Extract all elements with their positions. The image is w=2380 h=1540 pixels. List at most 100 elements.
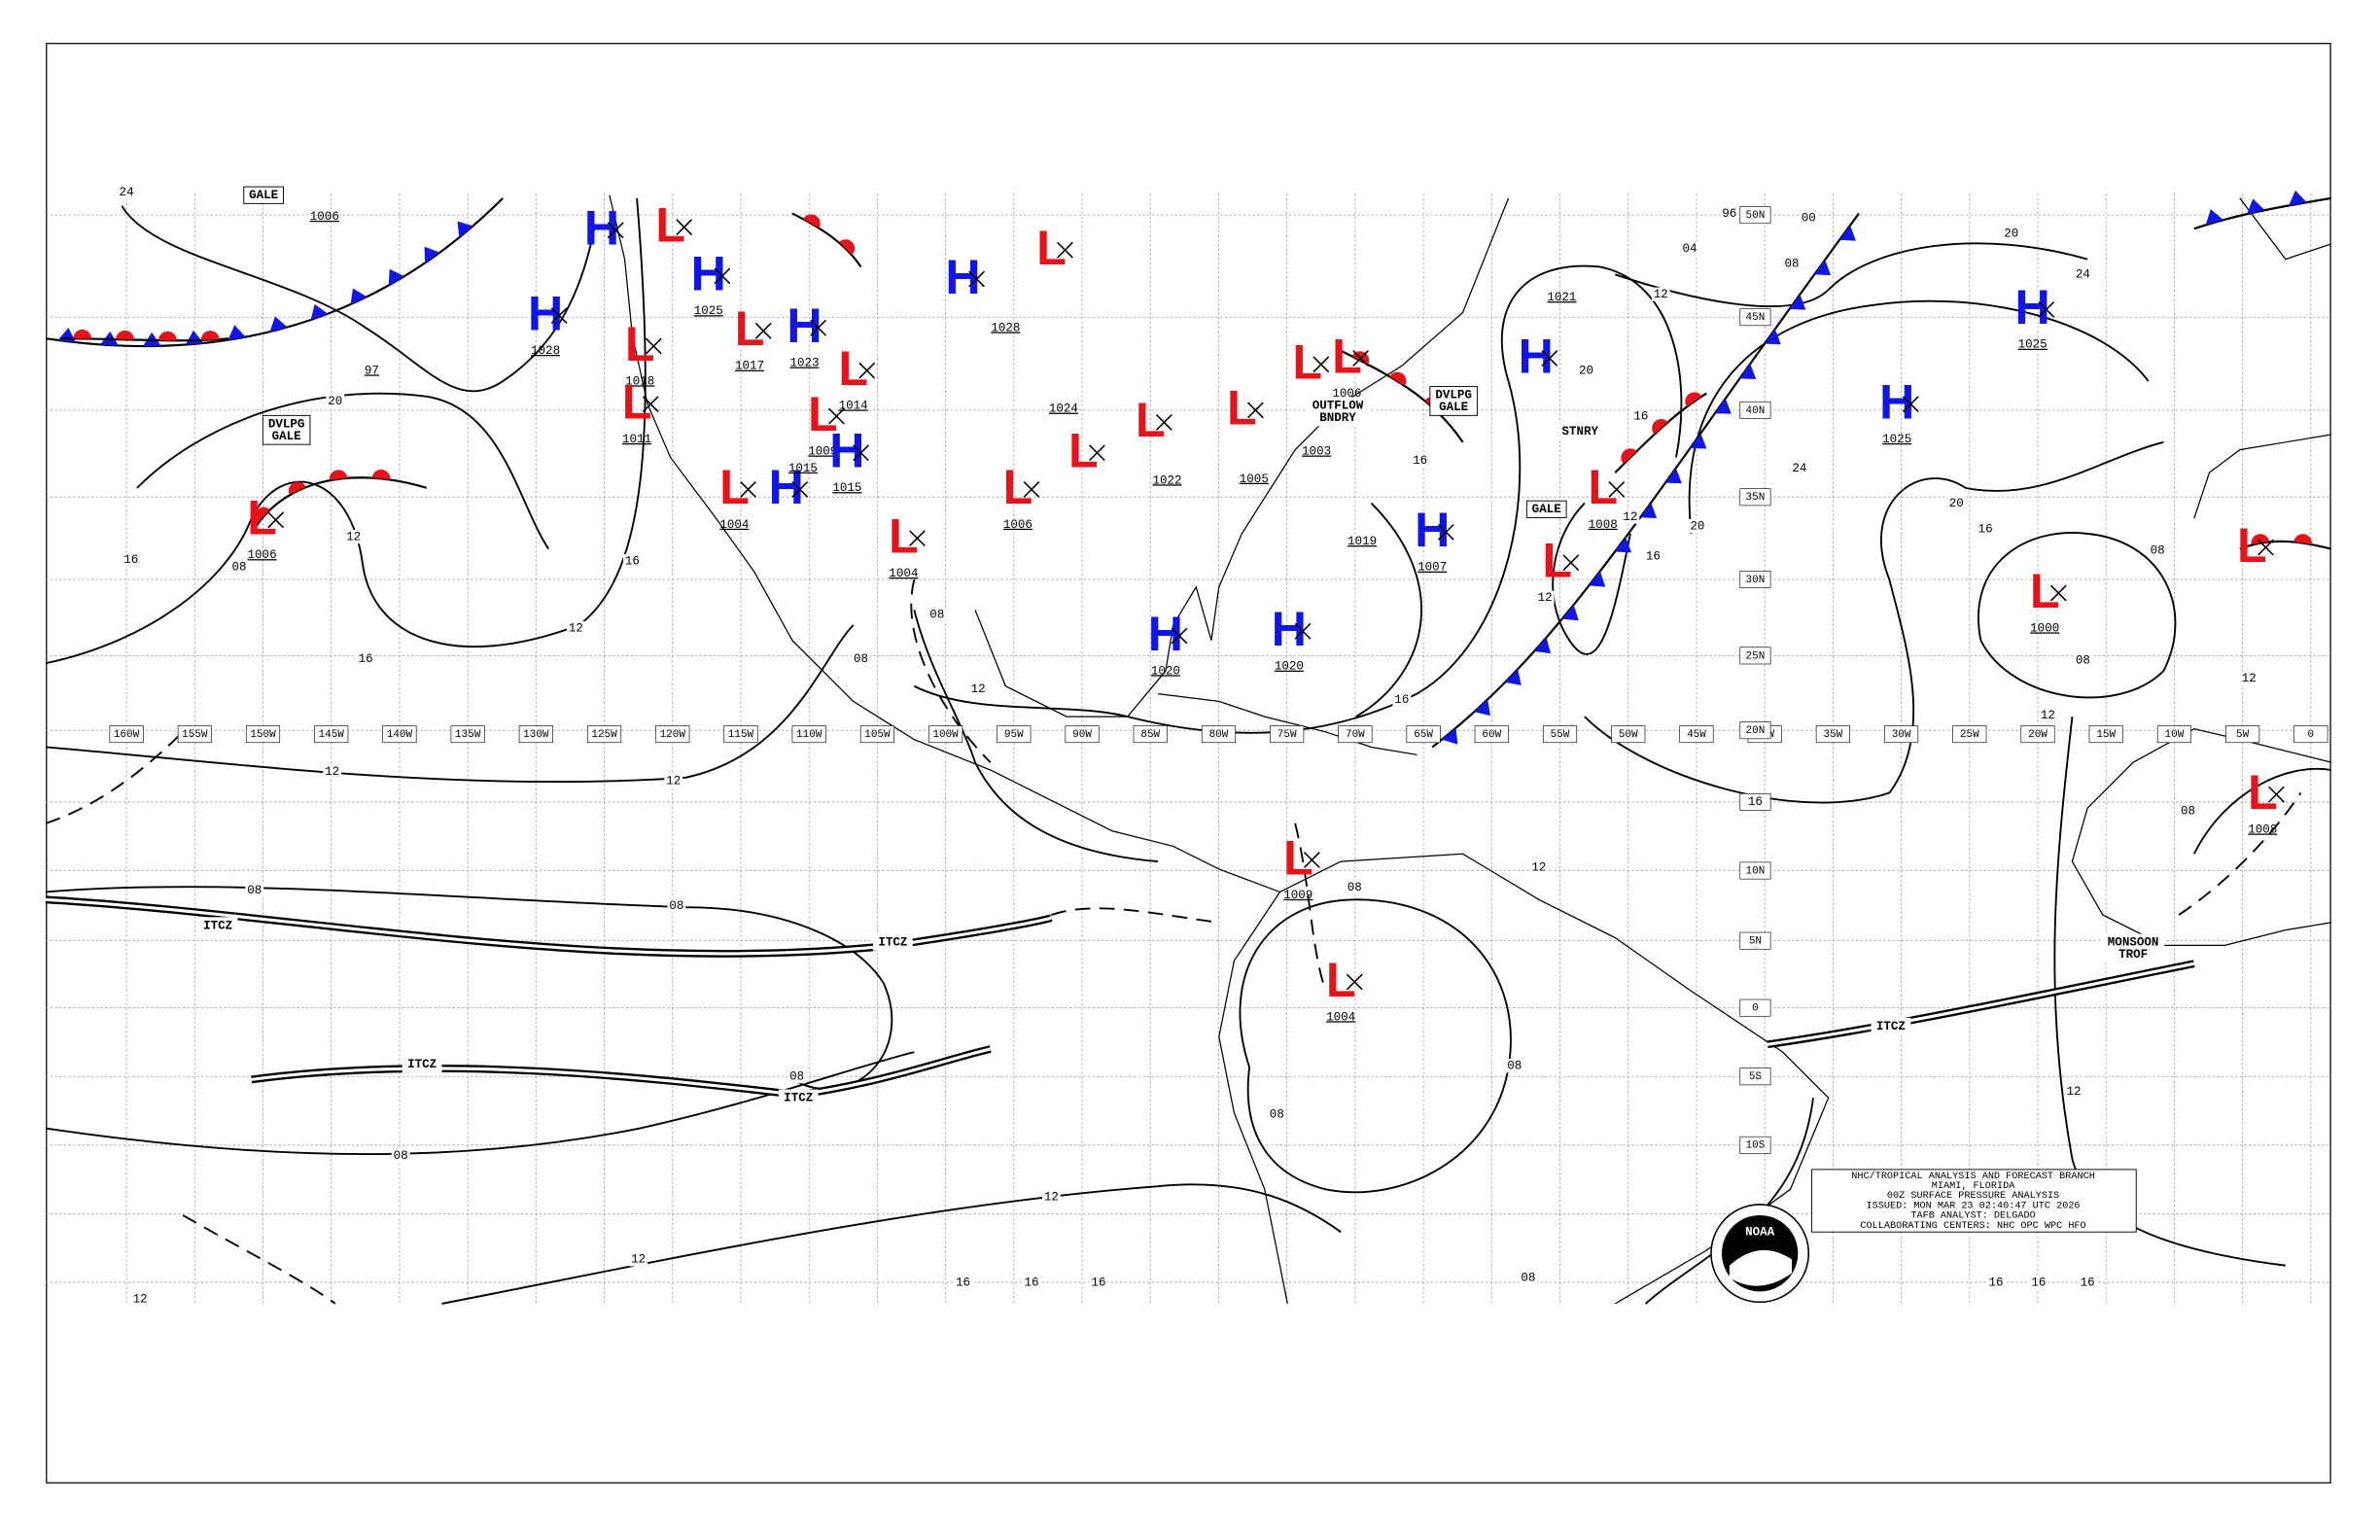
cold-front-pip xyxy=(1664,468,1682,484)
isobar-label-bg xyxy=(1267,1107,1286,1122)
warm-front-pip xyxy=(2293,534,2312,544)
center-pressure: 1006 xyxy=(1003,518,1032,532)
isobar-label: 12 xyxy=(1531,861,1546,875)
low-center: L xyxy=(1542,534,1572,588)
pressure-label: 97 xyxy=(365,364,379,377)
isobar-label: 96 xyxy=(1722,207,1736,221)
lon-label-box xyxy=(1406,725,1441,744)
fronts xyxy=(45,190,2332,749)
isobar-label-bg xyxy=(130,1292,150,1307)
lat-label: 30N xyxy=(1746,575,1766,586)
low-center: L xyxy=(1227,381,1257,436)
isobar-label: 16 xyxy=(1748,795,1763,809)
title-line: TAFB ANALYST: DELGADO xyxy=(1910,1211,2035,1222)
lat-label-box xyxy=(1739,401,1771,419)
cold-front-pip xyxy=(388,268,404,286)
annotation: STNRY xyxy=(1561,425,1598,438)
lat-label-box xyxy=(1739,308,1771,327)
annotation-box xyxy=(262,414,311,445)
lat-label-box xyxy=(1739,721,1771,740)
low-center: L xyxy=(735,301,765,356)
isobar-label: 12 xyxy=(971,682,986,696)
center-x xyxy=(853,444,869,462)
cold-front-pip xyxy=(1474,699,1490,717)
title-line: 00Z SURFACE PRESSURE ANALYSIS xyxy=(1887,1191,2059,1202)
center-pressure: 1025 xyxy=(694,304,723,318)
center-x xyxy=(1541,350,1558,367)
isobar-label-bg xyxy=(567,621,585,636)
isobar-label: 00 xyxy=(1802,212,1816,226)
warm-front xyxy=(250,476,428,535)
isobar-label: 08 xyxy=(394,1149,408,1163)
warm-front-pip xyxy=(73,329,92,339)
center-x xyxy=(968,270,985,288)
lat-label: 0 xyxy=(1752,1003,1759,1015)
lon-label-box xyxy=(1065,725,1100,744)
isobar-label-bg xyxy=(1680,241,1699,256)
lon-label: 5W xyxy=(2236,729,2250,741)
center-pressure: 1017 xyxy=(735,360,764,373)
isobar-label: 24 xyxy=(1792,462,1806,475)
cold-front-pip xyxy=(1561,605,1579,621)
isobar-label: 16 xyxy=(1091,1276,1105,1289)
isobar-label: 08 xyxy=(1507,1060,1522,1073)
isobar-label-bg xyxy=(1644,549,1662,564)
isobar-label: 12 xyxy=(1654,288,1668,301)
center-x xyxy=(1902,396,1919,413)
lon-label: 70W xyxy=(1346,729,1365,741)
lon-label-box xyxy=(928,725,963,744)
pressure-label: 1021 xyxy=(1547,291,1576,304)
lat-label-box xyxy=(1739,647,1771,665)
center-x xyxy=(2049,584,2067,602)
center-x xyxy=(1312,356,1330,373)
warm-front xyxy=(791,212,862,268)
center-x xyxy=(754,322,772,339)
isobar-label: 08 xyxy=(1270,1108,1284,1122)
low-center: L xyxy=(1003,460,1033,514)
annotation-bg xyxy=(402,1056,442,1073)
annotation: ITCZ xyxy=(784,1091,813,1104)
warm-front xyxy=(2239,540,2332,550)
lon-label-box xyxy=(1542,725,1578,744)
lon-label: 100W xyxy=(932,729,959,741)
pressure-label: 1022 xyxy=(1152,473,1181,487)
lat-label: 10N xyxy=(1746,865,1766,877)
annotation: MONSOON xyxy=(2108,936,2159,950)
isobar-label-bg xyxy=(1946,496,1966,510)
isobar-label-bg xyxy=(1411,453,1430,468)
title-block: NHC/TROPICAL ANALYSIS AND FORECAST BRANC… xyxy=(1810,1169,2137,1233)
cold-front-pip xyxy=(228,325,246,340)
lon-label: 110W xyxy=(796,729,822,741)
lon-label: 20W xyxy=(2028,729,2048,741)
annotation: GALE xyxy=(1439,401,1469,414)
cold-front-pip xyxy=(269,316,288,332)
lon-label: 80W xyxy=(1209,729,1229,741)
annotation: ITCZ xyxy=(1876,1020,1906,1033)
isobar-label-bg xyxy=(1746,794,1765,809)
isobar-label: 16 xyxy=(1989,1276,2004,1289)
annotation-bg xyxy=(778,1089,819,1106)
center-pressure: 1020 xyxy=(1151,664,1180,678)
isobar-label-bg xyxy=(1790,461,1809,475)
warm-front-pip xyxy=(803,214,821,228)
low-center: L xyxy=(2248,765,2278,820)
isobar-label-bg xyxy=(229,560,249,575)
center-x xyxy=(1437,523,1454,541)
lon-label-box xyxy=(1679,725,1714,744)
isobar-label-bg xyxy=(356,651,375,666)
isobar-label: 16 xyxy=(1978,523,1993,537)
annotation: GALE xyxy=(1532,503,1562,516)
lon-label-box xyxy=(109,725,144,744)
title-line: COLLABORATING CENTERS: NHC OPC WPC HFO xyxy=(1860,1221,2085,1232)
low-center: L xyxy=(1588,460,1618,514)
center-x xyxy=(1346,973,1363,991)
lon-label: 15W xyxy=(2096,729,2116,741)
center-pressure: 1006 xyxy=(248,548,277,562)
lat-label-box xyxy=(1739,488,1771,507)
warm-front-pip xyxy=(1389,371,1407,386)
isobar-label-bg xyxy=(1799,211,1818,226)
isobar-label-bg xyxy=(344,529,363,544)
cold-front-pip xyxy=(1640,503,1658,518)
isobar-label: 12 xyxy=(666,774,681,788)
